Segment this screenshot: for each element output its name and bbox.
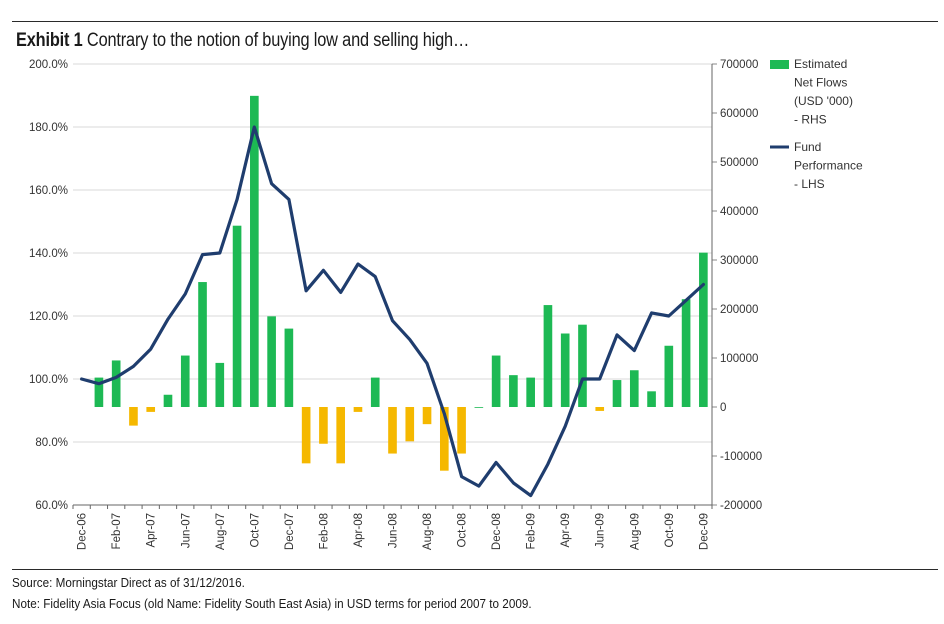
flow-bar bbox=[215, 362, 225, 407]
x-tick-label: Apr-07 bbox=[146, 513, 158, 548]
flows-performance-chart: 60.0% 80.0% 100.0% 120.0% 140.0% 160.0% 180.0%… bbox=[29, 57, 863, 550]
flow-bar bbox=[163, 394, 173, 407]
x-tick-label: Aug-09 bbox=[629, 513, 641, 550]
x-tick-label: Apr-08 bbox=[353, 513, 365, 548]
flow-bar bbox=[353, 407, 363, 412]
flow-bar bbox=[284, 328, 294, 407]
flow-bar bbox=[491, 355, 501, 407]
flow-bar bbox=[647, 391, 656, 407]
flow-bar bbox=[422, 407, 432, 425]
x-tick-label: Oct-07 bbox=[249, 513, 261, 548]
flow-bar bbox=[457, 407, 466, 454]
flow-bar bbox=[180, 355, 190, 407]
flow-bar bbox=[405, 407, 415, 442]
flow-bar bbox=[681, 299, 691, 407]
y-left-tick-label: 80.0% bbox=[35, 437, 68, 449]
performance-line bbox=[79, 125, 706, 498]
flow-bar bbox=[111, 360, 121, 407]
flow-bar bbox=[370, 377, 380, 407]
legend-label-flows: (USD '000) bbox=[794, 94, 853, 108]
flow-bar bbox=[439, 407, 449, 471]
exhibit-title: Contrary to the notion of buying low and… bbox=[86, 30, 470, 51]
x-tick-label: Jun-09 bbox=[595, 513, 607, 548]
legend-label-performance: Performance bbox=[794, 159, 863, 173]
flow-bar bbox=[336, 407, 346, 464]
flow-bar bbox=[129, 407, 138, 426]
flow-bar bbox=[267, 316, 276, 407]
x-tick-label: Feb-09 bbox=[526, 513, 538, 549]
y-left-tick-label: 180.0% bbox=[29, 122, 68, 134]
x-tick-label: Dec-09 bbox=[698, 513, 710, 550]
legend-swatch-flows bbox=[770, 60, 789, 69]
flow-bar bbox=[578, 324, 587, 407]
y-right-tick-label: 500000 bbox=[720, 157, 758, 169]
footer-rule bbox=[12, 569, 938, 570]
y-right-tick-label: 200000 bbox=[720, 304, 758, 316]
y-right-tick-label: 100000 bbox=[720, 353, 758, 365]
legend-label-performance: Fund bbox=[794, 140, 821, 154]
flow-bar bbox=[560, 333, 570, 407]
chart-title: Exhibit 1 Contrary to the notion of buyi… bbox=[16, 30, 469, 52]
legend-label-flows: Net Flows bbox=[794, 76, 847, 90]
y-right-tick-label: 0 bbox=[720, 402, 726, 414]
y-left-tick-label: 160.0% bbox=[29, 185, 68, 197]
legend-label-flows: Estimated bbox=[794, 57, 847, 71]
x-tick-label: Oct-08 bbox=[457, 513, 469, 548]
y-right-tick-label: 400000 bbox=[720, 206, 758, 218]
x-tick-label: Dec-07 bbox=[284, 513, 296, 550]
flow-bar bbox=[301, 407, 311, 464]
flow-bar bbox=[146, 407, 156, 412]
fund-note: Note: Fidelity Asia Focus (old Name: Fid… bbox=[12, 596, 532, 611]
x-tick-label: Feb-07 bbox=[111, 513, 123, 549]
flow-bar bbox=[474, 407, 484, 408]
y-right-tick-label: -200000 bbox=[720, 500, 762, 512]
flow-bar bbox=[94, 377, 104, 407]
y-left-tick-label: 140.0% bbox=[29, 248, 68, 260]
y-right-tick-label: 600000 bbox=[720, 108, 758, 120]
x-tick-label: Oct-09 bbox=[664, 513, 676, 548]
flow-bar bbox=[198, 282, 207, 407]
x-tick-label: Dec-08 bbox=[491, 513, 503, 550]
legend-label-flows: - RHS bbox=[794, 113, 827, 127]
flow-bar bbox=[319, 407, 328, 444]
y-right-tick-label: -100000 bbox=[720, 451, 762, 463]
y-left-tick-label: 60.0% bbox=[35, 500, 68, 512]
y-left-tick-label: 100.0% bbox=[29, 374, 68, 386]
flow-bar bbox=[232, 225, 242, 407]
flow-bar bbox=[664, 345, 674, 407]
x-tick-label: Dec-06 bbox=[77, 513, 89, 550]
y-right-tick-label: 700000 bbox=[720, 59, 758, 71]
flow-bar bbox=[543, 305, 553, 407]
y-right-tick-label: 300000 bbox=[720, 255, 758, 267]
flow-bar bbox=[250, 95, 259, 407]
flow-bar bbox=[699, 252, 708, 407]
flow-bar bbox=[629, 370, 639, 407]
flow-bar bbox=[526, 377, 535, 407]
source-note: Source: Morningstar Direct as of 31/12/2… bbox=[12, 575, 245, 590]
legend-label-performance: - LHS bbox=[794, 177, 825, 191]
title-rule bbox=[12, 21, 938, 22]
y-left-tick-label: 200.0% bbox=[29, 59, 68, 71]
exhibit-label: Exhibit 1 bbox=[16, 30, 83, 51]
x-tick-label: Jun-07 bbox=[180, 513, 192, 548]
flow-bar bbox=[595, 407, 605, 411]
x-tick-label: Aug-08 bbox=[422, 513, 434, 550]
flow-bar bbox=[509, 375, 518, 407]
x-tick-label: Feb-08 bbox=[318, 513, 330, 549]
x-tick-label: Aug-07 bbox=[215, 513, 227, 550]
x-tick-label: Apr-09 bbox=[560, 513, 572, 548]
x-tick-label: Jun-08 bbox=[388, 513, 400, 548]
flow-bar bbox=[612, 380, 622, 407]
flow-bar bbox=[388, 407, 397, 454]
y-left-tick-label: 120.0% bbox=[29, 311, 68, 323]
